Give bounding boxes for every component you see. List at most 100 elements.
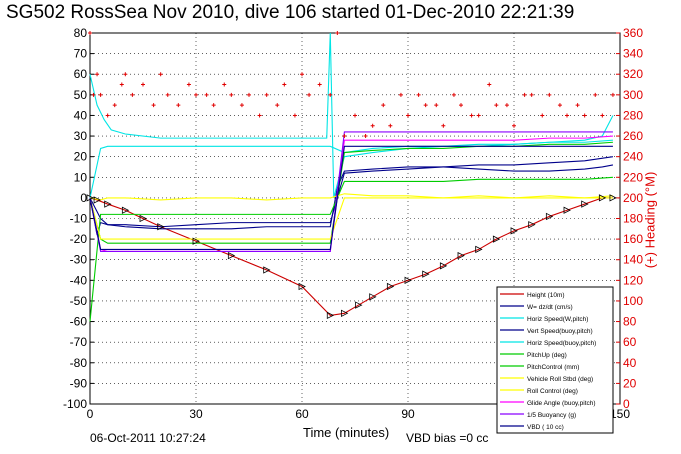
heading-point [229,92,234,97]
heading-point [239,103,244,108]
y-left-tick-label: 20 [74,150,88,164]
heading-point [282,82,287,87]
heading-point [381,103,386,108]
height-marker [227,251,236,260]
x-tick-label: 60 [295,407,309,421]
heading-point [434,103,439,108]
legend-label: PitchControl (mm) [527,364,579,371]
heading-point [95,72,100,77]
heading-point [105,113,110,118]
heading-point [582,113,587,118]
heading-point [363,134,368,139]
y-right-tick-label: 280 [623,108,643,122]
heading-point [370,123,375,128]
y-right-tick-label: 0 [623,397,630,411]
heading-point [123,72,128,77]
y-left-tick-label: -80 [70,356,88,370]
y-right-tick-label: 260 [623,129,643,143]
height-marker [457,251,465,260]
heading-point [204,92,209,97]
heading-point [565,113,569,118]
heading-point [264,92,269,97]
height-marker [192,237,200,245]
legend: Height (10m) W= dz/dt (cm/s) Horiz Speed(W… [496,286,614,434]
heading-point [406,113,410,118]
heading-point [222,82,227,87]
series-line [89,156,614,228]
y-right-tick-label: 200 [623,191,643,205]
series-line [89,197,613,316]
heading-point [575,103,580,108]
x-tick-label: 90 [401,407,415,421]
heading-point [522,92,527,97]
legend-label: W= dz/dt (cm/s) [527,304,573,311]
vbd-bias-label: VBD bias =0 cc [406,431,489,445]
heading-point [388,123,393,128]
y-left-tick-label: 0 [80,191,87,205]
height-marker [598,194,607,202]
series-line [89,145,613,250]
heading-point [504,103,509,108]
heading-point [165,92,170,97]
legend-label: Vert Speed(buoy,pitch) [527,328,593,335]
height-marker [581,200,589,208]
legend-box [496,286,614,434]
height-marker [326,311,335,320]
y-right-tick-label: 340 [623,47,643,61]
y-right-tick-label: 160 [623,232,643,246]
heading-point [547,92,552,97]
heading-point [593,92,598,97]
y-left-tick-label: 10 [74,170,88,184]
legend-label: 1/5 Buoyancy (g) [527,412,576,419]
y-right-tick-label: 180 [623,212,643,226]
heading-point [459,103,463,108]
y-left-tick-label: 30 [74,129,88,143]
y-left-tick-label: 40 [74,108,88,122]
heading-point [512,123,516,128]
height-marker [563,206,571,214]
heading-point [130,92,135,97]
heading-point [194,92,198,97]
heading-point [158,72,163,77]
y-right-tick-label: 320 [623,67,643,81]
heading-point [317,82,322,87]
legend-label: Height (10m) [527,292,565,299]
y-left-tick-label: -40 [70,273,88,287]
heading-point [91,92,96,97]
heading-point [529,92,534,97]
legend-label: Glide Angle (buoy,pitch) [527,400,596,407]
heading-point [275,103,280,108]
right-axis-label: (+) Heading (°M) [642,171,658,269]
date-stamp: 06-Oct-2011 10:27:24 [90,431,206,445]
height-marker [355,301,363,309]
y-left-tick-label: -50 [70,294,88,308]
y-left-tick-label: -20 [70,232,88,246]
height-marker [157,223,165,231]
y-left-tick-label: 50 [74,88,88,102]
height-marker [528,221,536,229]
height-marker [545,212,554,221]
height-marker [139,214,147,223]
height-marker [121,206,130,214]
heading-point [469,113,474,118]
heading-point [88,31,92,35]
height-marker [609,194,617,202]
y-left-tick-label: -30 [70,253,88,267]
y-right-tick-label: 120 [623,273,643,287]
x-axis-label: Time (minutes) [303,425,390,440]
heading-point [151,103,156,108]
heading-point [292,113,297,118]
height-marker [422,270,430,278]
y-left-tick-label: -60 [70,315,88,329]
heading-point [416,92,421,97]
series-line [89,176,613,322]
heading-point [494,103,499,108]
y-right-tick-label: 220 [623,170,643,184]
height-marker [341,309,349,317]
y-right-tick-label: 20 [623,376,637,390]
y-right-tick-label: 80 [623,315,637,329]
series-line [89,139,613,199]
heading-point [557,103,562,108]
heading-point [540,113,545,118]
y-right-tick-label: 300 [623,88,643,102]
